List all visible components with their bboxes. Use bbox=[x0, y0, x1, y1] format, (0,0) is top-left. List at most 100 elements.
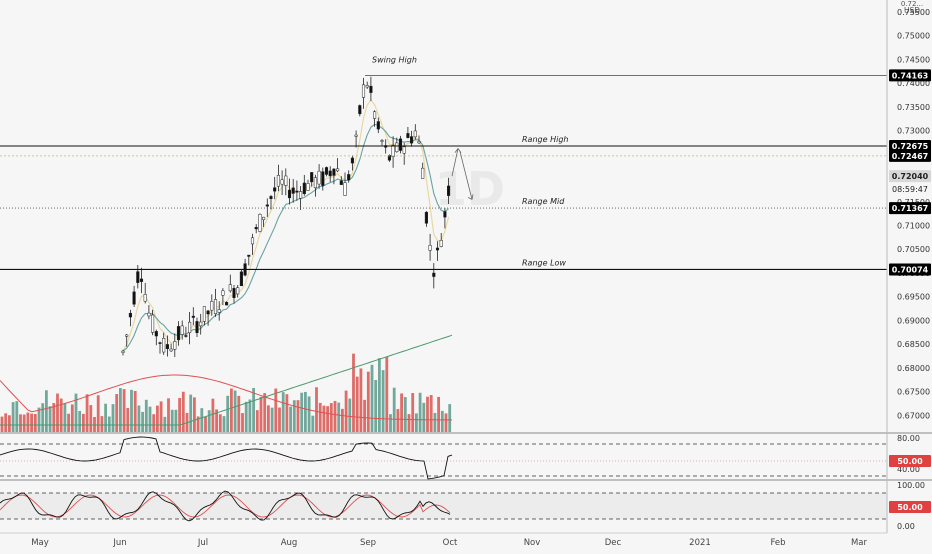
tag-range_mid-text: 0.71367 bbox=[892, 204, 928, 213]
volume-bar bbox=[96, 395, 100, 432]
volume-bar bbox=[422, 402, 426, 432]
candle-body bbox=[380, 140, 384, 142]
candle-body bbox=[332, 168, 336, 176]
candle-body bbox=[295, 190, 299, 193]
candle-body bbox=[191, 315, 195, 318]
candle-body bbox=[188, 321, 192, 334]
candle-body bbox=[236, 287, 240, 295]
volume-bar bbox=[104, 403, 107, 432]
stoch-tick: 0.00 bbox=[897, 522, 915, 531]
volume-bar bbox=[415, 413, 418, 432]
candle-body bbox=[228, 284, 232, 292]
volume-bar bbox=[15, 401, 19, 432]
candle-body bbox=[336, 168, 340, 172]
tag-range_mid-bg bbox=[889, 202, 931, 215]
month-label: Sep bbox=[360, 538, 376, 548]
price-tick: 0.69500 bbox=[897, 293, 930, 302]
candle-body bbox=[317, 170, 321, 185]
candle-body bbox=[447, 185, 451, 196]
candle-body bbox=[424, 211, 428, 224]
volume-bar bbox=[400, 393, 403, 432]
indicator-panes bbox=[0, 432, 932, 522]
candle-body bbox=[239, 271, 243, 287]
time-axis[interactable]: May Jun Jul Aug Sep Oct Nov Dec 2021 Feb Mar bbox=[0, 532, 887, 548]
tag-range_low-bg bbox=[889, 263, 931, 276]
level-range_low-label: Range Low bbox=[522, 258, 566, 267]
volume-bar bbox=[444, 413, 448, 432]
volume-bar bbox=[37, 407, 41, 432]
price-tick: 0.74500 bbox=[897, 55, 930, 64]
candle-body bbox=[169, 348, 173, 352]
volume-bar bbox=[74, 393, 78, 432]
candle-body bbox=[328, 170, 332, 177]
volume-bar bbox=[292, 400, 296, 432]
candle-body bbox=[347, 174, 351, 181]
volume-bar bbox=[311, 415, 315, 432]
month-label: Jun bbox=[112, 538, 126, 548]
volume-ma-green bbox=[0, 334, 453, 426]
volume-bar bbox=[115, 394, 119, 432]
volume-bars bbox=[0, 353, 452, 432]
candle-body bbox=[210, 301, 214, 311]
candle-body bbox=[121, 350, 125, 353]
volume-bar bbox=[137, 405, 141, 432]
volume-bar bbox=[348, 398, 352, 432]
candle-body bbox=[265, 204, 269, 207]
volume-bar bbox=[52, 403, 56, 432]
price-tick: 0.70500 bbox=[897, 245, 930, 254]
watermark: 1D bbox=[435, 162, 505, 216]
month-label: 2021 bbox=[689, 538, 711, 548]
volume-bar bbox=[440, 410, 444, 432]
volume-bar bbox=[259, 396, 263, 432]
tag-last-price-bg bbox=[889, 170, 931, 183]
candle-body bbox=[258, 214, 262, 232]
volume-bar bbox=[41, 403, 45, 432]
candle-body bbox=[291, 187, 295, 194]
price-axis[interactable]: 0.72...USD0.755000.750000.745000.740000.… bbox=[886, 0, 931, 533]
volume-bar bbox=[241, 413, 244, 432]
arrow-up-head bbox=[454, 147, 462, 153]
volume-bar bbox=[396, 409, 400, 432]
volume-bar bbox=[285, 394, 289, 432]
price-tick: 0.74000 bbox=[897, 79, 930, 88]
candle-body bbox=[432, 272, 436, 277]
watermark-text: 1D bbox=[435, 162, 505, 216]
stoch-mid-tag: 50.00 bbox=[897, 503, 923, 512]
month-label: Feb bbox=[770, 538, 785, 548]
volume-bar bbox=[274, 388, 278, 432]
candle-body bbox=[151, 314, 155, 333]
month-label: Aug bbox=[281, 538, 298, 548]
volume-bar bbox=[26, 412, 30, 432]
candle-body bbox=[339, 180, 343, 185]
volume-bar bbox=[204, 416, 207, 432]
candle-body bbox=[361, 84, 366, 98]
currency-prefix: 0.72... bbox=[901, 0, 923, 8]
candle-body bbox=[280, 179, 284, 185]
horizontal-levels: Swing High Range High Range Mid Range Low bbox=[0, 55, 887, 271]
price-tick: 0.71000 bbox=[897, 221, 930, 230]
volume-bar bbox=[200, 408, 204, 432]
arrow-down-line bbox=[459, 151, 473, 200]
candle-body bbox=[365, 85, 369, 88]
volume-bar bbox=[141, 411, 144, 432]
stoch-mid-tag-bg bbox=[889, 501, 931, 513]
volume-bar bbox=[296, 400, 300, 432]
candle-body bbox=[324, 167, 329, 175]
candles bbox=[121, 76, 451, 357]
volume-bar bbox=[133, 390, 137, 432]
volume-bar bbox=[322, 405, 326, 432]
month-label: Jul bbox=[197, 538, 208, 548]
volume-bar bbox=[359, 368, 363, 432]
tag-range_high-bg bbox=[889, 139, 931, 152]
volume-bar bbox=[448, 404, 452, 432]
tag-range_high-text: 0.72675 bbox=[892, 142, 929, 151]
candle-body bbox=[435, 247, 440, 251]
volume-bar bbox=[267, 405, 270, 432]
rsi-line bbox=[0, 436, 453, 480]
candle-body bbox=[406, 133, 410, 138]
tag-range_high_2-text: 0.72467 bbox=[892, 152, 928, 161]
volume-bar bbox=[244, 401, 248, 432]
volume-bar bbox=[100, 416, 104, 432]
